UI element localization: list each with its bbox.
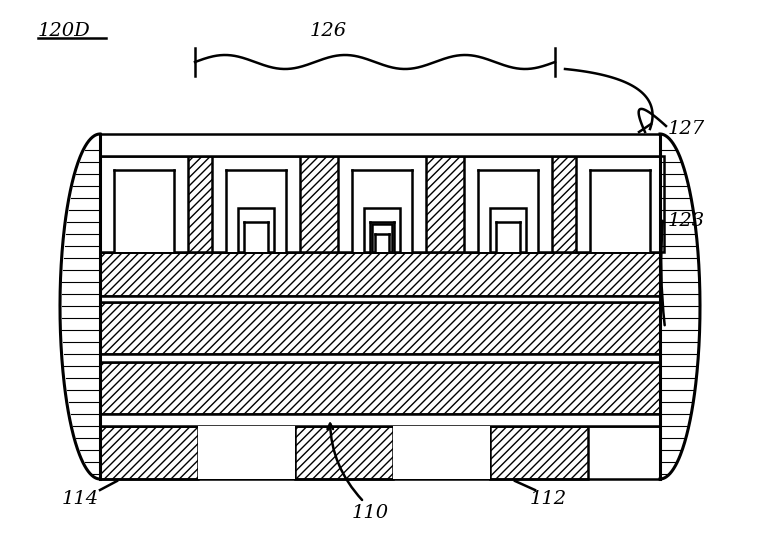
Bar xyxy=(238,208,274,252)
Bar xyxy=(490,208,526,252)
Bar xyxy=(490,426,588,479)
Bar xyxy=(100,134,660,156)
Bar xyxy=(100,156,660,252)
Bar xyxy=(226,170,286,252)
Bar xyxy=(576,156,664,252)
Bar xyxy=(338,156,426,252)
Bar xyxy=(100,252,660,296)
Bar xyxy=(478,170,538,252)
Bar xyxy=(100,302,660,354)
Bar xyxy=(100,414,660,426)
Text: 114: 114 xyxy=(62,490,99,508)
Bar xyxy=(393,426,490,479)
Bar xyxy=(114,170,174,252)
Text: 123: 123 xyxy=(668,212,705,230)
Bar xyxy=(370,222,394,252)
Text: 126: 126 xyxy=(310,22,347,40)
Bar xyxy=(364,208,400,252)
Text: 112: 112 xyxy=(530,490,567,508)
Bar xyxy=(352,170,412,252)
Bar xyxy=(496,222,520,252)
Bar xyxy=(100,156,188,252)
Text: 120D: 120D xyxy=(38,22,90,40)
Bar xyxy=(100,426,198,479)
Text: 127: 127 xyxy=(668,120,705,138)
Bar xyxy=(295,426,393,479)
Bar xyxy=(372,224,392,252)
Bar xyxy=(212,156,300,252)
Bar xyxy=(100,426,660,479)
Bar xyxy=(100,296,660,302)
Bar xyxy=(100,362,660,414)
Text: 110: 110 xyxy=(352,504,389,522)
Bar xyxy=(244,222,268,252)
Bar xyxy=(198,426,295,479)
Bar xyxy=(100,354,660,362)
Bar xyxy=(464,156,552,252)
Bar xyxy=(375,234,389,252)
Bar xyxy=(590,170,650,252)
